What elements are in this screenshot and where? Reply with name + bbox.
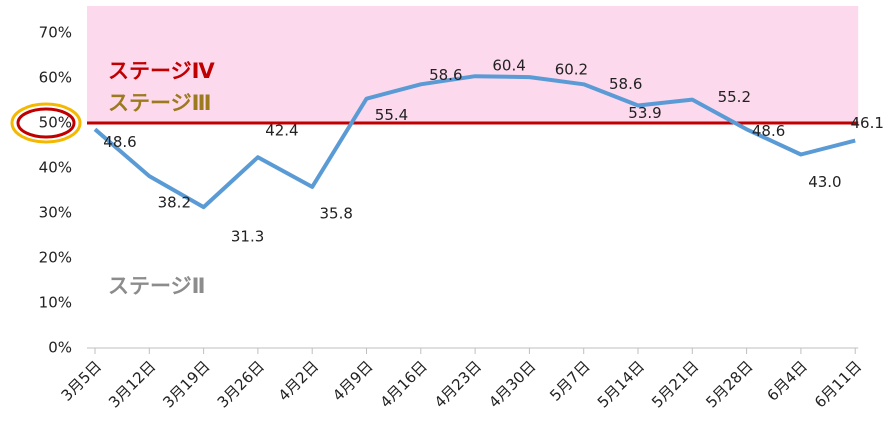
x-tick-label: 6月11日	[811, 357, 865, 411]
x-tick-label: 5月21日	[648, 357, 702, 411]
annotation: ステージⅡ	[108, 274, 205, 298]
x-tick-label: 3月26日	[214, 357, 268, 411]
y-tick-label: 20%	[39, 249, 72, 267]
stage-band	[87, 6, 859, 123]
y-tick-label: 0%	[48, 339, 72, 357]
x-tick-label: 3月19日	[159, 357, 213, 411]
data-label: 46.1	[850, 114, 883, 132]
x-tick-label: 6月4日	[763, 357, 810, 404]
data-label: 60.2	[555, 61, 588, 79]
data-label: 58.6	[429, 66, 462, 84]
data-line	[93, 74, 856, 210]
data-label: 58.6	[609, 75, 642, 93]
data-label: 55.4	[375, 106, 408, 124]
y-tick-label: 30%	[39, 204, 72, 222]
data-label: 48.6	[752, 122, 785, 140]
highlight-ring-inner	[16, 107, 76, 139]
x-tick-label: 4月2日	[275, 357, 322, 404]
y-tick-label: 40%	[39, 159, 72, 177]
x-tick-label: 4月30日	[485, 357, 539, 411]
data-label: 35.8	[319, 204, 352, 222]
annotation: ステージⅢ	[108, 91, 211, 115]
x-tick-label: 4月9日	[329, 357, 376, 404]
y-tick-label: 50%	[39, 114, 72, 132]
data-label: 55.2	[718, 88, 751, 106]
highlight-ring-outer	[10, 102, 82, 144]
x-tick-label: 4月23日	[431, 357, 485, 411]
data-label: 60.4	[492, 57, 525, 75]
data-label: 48.6	[103, 133, 136, 151]
data-label: 53.9	[628, 104, 661, 122]
data-label: 31.3	[231, 228, 264, 246]
y-tick-label: 70%	[39, 24, 72, 42]
x-tick-label: 5月7日	[546, 357, 593, 404]
annotation: ステージⅣ	[108, 59, 215, 83]
data-label: 38.2	[158, 194, 191, 212]
y-tick-label: 10%	[39, 294, 72, 312]
x-tick-label: 5月28日	[702, 357, 756, 411]
x-tick-label: 3月12日	[105, 357, 159, 411]
x-tick-label: 4月16日	[377, 357, 431, 411]
data-label: 43.0	[808, 173, 841, 191]
data-label: 42.4	[265, 122, 298, 140]
x-tick-label: 3月5日	[58, 357, 105, 404]
y-tick-label: 60%	[39, 69, 72, 87]
x-tick-label: 5月14日	[594, 357, 648, 411]
